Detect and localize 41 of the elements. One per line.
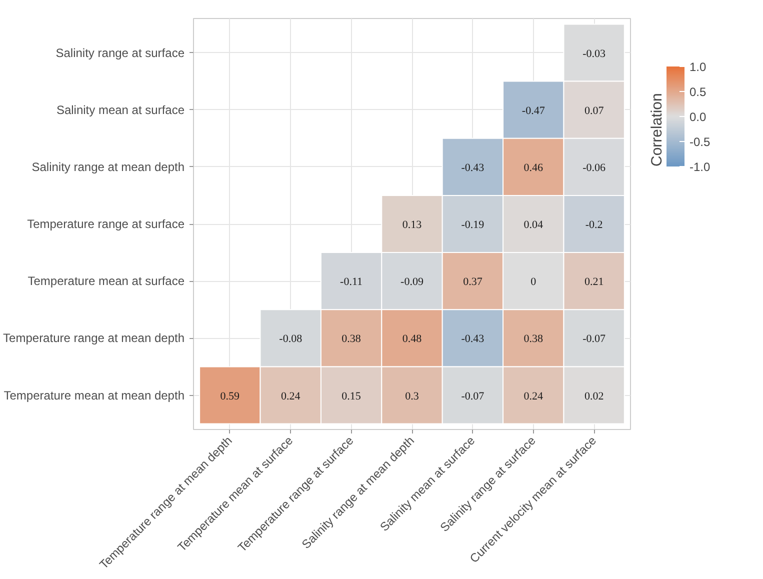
- data-label: 0.3: [405, 390, 420, 402]
- data-label: 0.48: [402, 333, 422, 346]
- data-label: -0.43: [461, 162, 485, 174]
- color-bar-label: 0.5: [690, 85, 707, 99]
- data-label: 0.13: [402, 219, 422, 231]
- color-bar-label: 1.0: [690, 60, 707, 74]
- data-label: 0.38: [524, 333, 544, 346]
- color-bar-title: Correlation: [648, 93, 666, 166]
- data-label: -0.43: [461, 333, 485, 346]
- data-label: -0.07: [461, 390, 485, 402]
- data-label: 0.38: [342, 333, 362, 346]
- data-label: 0.46: [524, 162, 544, 174]
- data-label: -0.2: [585, 219, 603, 231]
- data-label: 0.02: [584, 390, 604, 402]
- y-tick-label: Temperature mean at surface: [28, 274, 185, 288]
- color-bar-label: 0.0: [690, 110, 707, 124]
- data-label: 0.07: [584, 104, 604, 117]
- data-label: -0.03: [582, 48, 606, 60]
- data-label: -0.07: [582, 333, 606, 346]
- color-bar-label: -1.0: [690, 160, 711, 174]
- data-label: 0.37: [463, 276, 483, 288]
- y-tick-label: Salinity range at mean depth: [32, 160, 184, 174]
- y-tick-label: Temperature mean at mean depth: [4, 388, 185, 402]
- y-tick-label: Salinity mean at surface: [56, 102, 185, 117]
- data-label: -0.19: [461, 219, 485, 231]
- data-label: -0.09: [400, 276, 424, 288]
- data-label: 0: [530, 276, 537, 288]
- data-label: -0.08: [279, 333, 303, 346]
- data-label: 0.24: [280, 390, 301, 402]
- data-label: 0.15: [342, 390, 362, 402]
- data-label: 0.04: [524, 219, 544, 231]
- y-tick-label: Temperature range at mean depth: [3, 331, 185, 346]
- y-tick-label: Temperature range at surface: [27, 217, 185, 231]
- data-label: -0.47: [522, 104, 546, 117]
- data-label: 0.24: [524, 390, 544, 402]
- color-bar-label: -0.5: [690, 135, 711, 149]
- data-label: 0.59: [220, 390, 240, 402]
- y-tick-label: Salinity range at surface: [56, 46, 185, 60]
- data-label: -0.11: [340, 276, 363, 288]
- data-label: 0.21: [584, 276, 604, 288]
- data-label: -0.06: [582, 162, 606, 174]
